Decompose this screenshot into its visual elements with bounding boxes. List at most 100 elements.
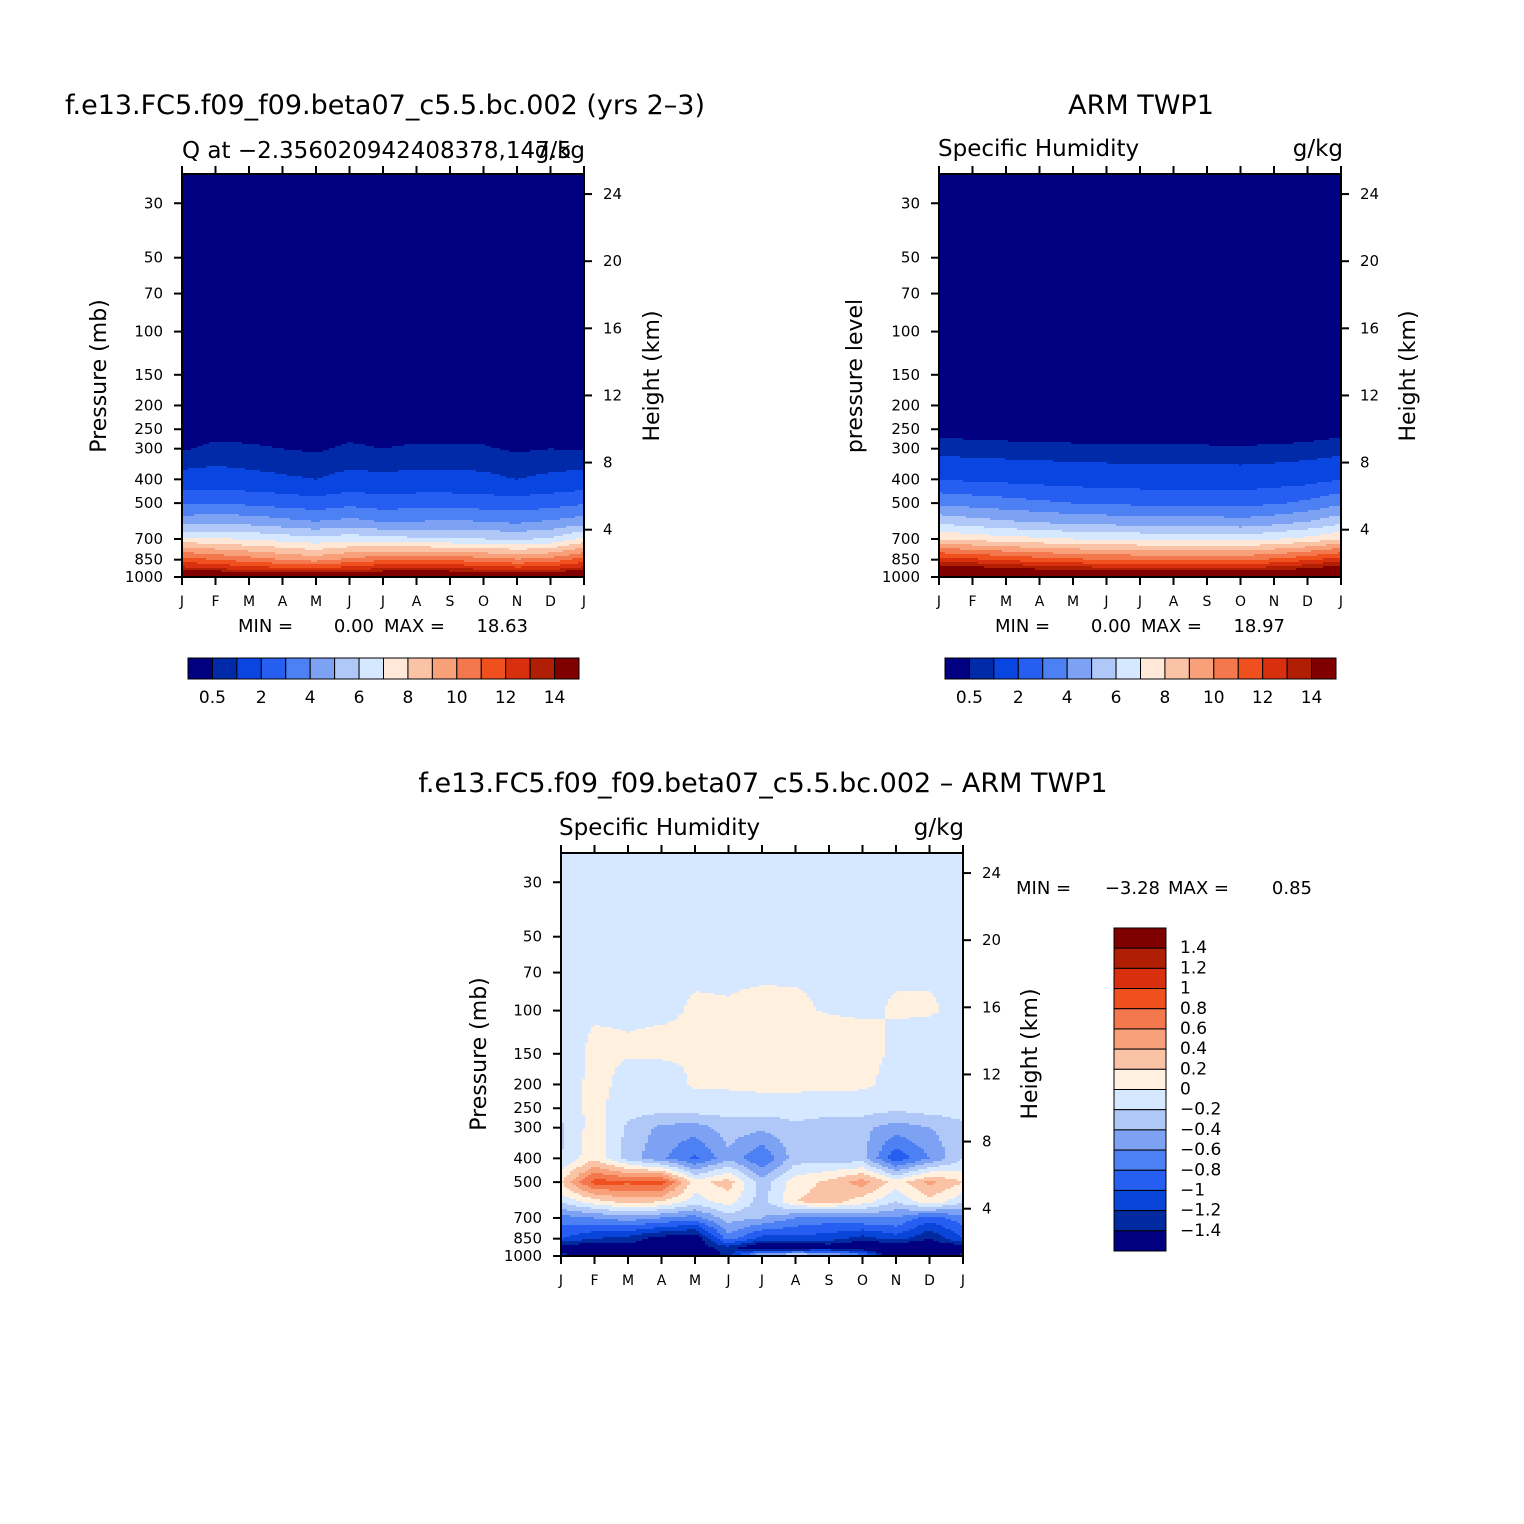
contour-cell xyxy=(858,1089,963,1092)
contour-cell xyxy=(885,1037,963,1040)
contour-cell xyxy=(561,1035,589,1038)
contour-cell xyxy=(1281,486,1341,489)
contour-cell xyxy=(585,1069,616,1072)
contour-cell xyxy=(930,991,963,994)
contour-cell xyxy=(939,530,1063,533)
contour-cell xyxy=(939,372,1341,375)
contour-cell xyxy=(939,294,1341,297)
contour-cell xyxy=(485,444,584,447)
contour-cell xyxy=(560,506,584,509)
contour-cell xyxy=(750,1151,772,1154)
contour-cell xyxy=(615,1069,685,1072)
contour-cell xyxy=(846,1175,871,1178)
contour-cell xyxy=(561,945,963,948)
contour-cell xyxy=(939,188,1341,191)
contour-cell xyxy=(182,328,584,331)
contour-cell xyxy=(807,1173,859,1176)
panel-obs-y-axis-title: pressure level xyxy=(843,299,868,453)
contour-cell xyxy=(582,1183,595,1186)
contour-cell xyxy=(768,1149,787,1152)
contour-cell xyxy=(182,310,584,313)
contour-cell xyxy=(726,995,730,998)
contour-cell xyxy=(398,470,477,473)
contour-cell xyxy=(561,1221,670,1224)
contour-cell xyxy=(323,476,507,479)
contour-cell xyxy=(819,1117,952,1120)
colorbar-box xyxy=(407,657,433,680)
contour-cell xyxy=(669,1185,679,1188)
contour-cell xyxy=(747,1239,835,1242)
contour-cell xyxy=(606,1099,963,1102)
contour-cell xyxy=(741,1195,757,1198)
contour-cell xyxy=(810,1191,874,1194)
contour-cell xyxy=(630,1119,790,1122)
contour-cell xyxy=(870,1131,937,1134)
contour-cell xyxy=(690,1183,715,1186)
contour-cell xyxy=(939,404,1341,407)
contour-cell xyxy=(939,574,1341,577)
contour-cell xyxy=(720,1225,751,1228)
contour-cell xyxy=(939,238,1341,241)
contour-cell xyxy=(687,1003,814,1006)
contour-cell xyxy=(990,554,1132,557)
contour-cell xyxy=(182,534,291,537)
x-tick-label: J xyxy=(581,594,586,610)
contour-cell xyxy=(341,518,360,521)
contour-cell xyxy=(182,452,584,455)
contour-cell xyxy=(570,1173,580,1176)
panel-model-colorbar: 0.5 2 4 6 8 10 12 14 xyxy=(187,657,580,708)
contour-cell xyxy=(182,558,207,561)
contour-cell xyxy=(888,999,937,1002)
contour-cell xyxy=(783,1207,868,1210)
contour-cell xyxy=(939,346,1341,349)
contour-cell xyxy=(182,174,584,177)
contour-cell xyxy=(915,1165,940,1168)
contour-cell xyxy=(182,444,204,447)
contour-cell xyxy=(978,558,1084,561)
contour-cell xyxy=(939,414,1341,417)
contour-cell xyxy=(687,1179,724,1182)
contour-cell xyxy=(723,1211,736,1214)
contour-cell xyxy=(606,1141,622,1144)
contour-cell xyxy=(864,1161,874,1164)
contour-cell xyxy=(702,1211,724,1214)
contour-cell xyxy=(509,522,522,525)
contour-cell xyxy=(561,939,963,942)
contour-cell xyxy=(894,1135,901,1138)
y-tick-label: 100 xyxy=(513,1002,542,1020)
contour-cell xyxy=(561,1199,577,1202)
contour-cell xyxy=(687,1215,697,1218)
contour-cell xyxy=(885,1027,963,1030)
contour-cell xyxy=(648,1237,703,1240)
contour-cell xyxy=(735,1141,781,1144)
contour-cell xyxy=(182,426,584,429)
y-tick-label: 850 xyxy=(134,551,163,569)
y-tick-label: 250 xyxy=(891,420,920,438)
contour-cell xyxy=(648,1169,673,1172)
contour-cell xyxy=(561,1103,583,1106)
colorbar-box xyxy=(529,657,556,680)
contour-cell xyxy=(768,1195,784,1198)
contour-cell xyxy=(939,234,1341,237)
contour-cell xyxy=(506,476,528,479)
contour-cell xyxy=(317,478,516,481)
contour-cell xyxy=(705,1143,727,1146)
panel-model-max-value: 18.63 xyxy=(476,616,528,637)
contour-cell xyxy=(939,484,1045,487)
contour-cell xyxy=(182,224,584,227)
contour-cell xyxy=(251,556,366,559)
contour-cell xyxy=(561,929,963,932)
contour-cell xyxy=(182,556,252,559)
contour-cell xyxy=(182,450,303,453)
contour-cell xyxy=(861,1229,865,1232)
contour-cell xyxy=(182,220,584,223)
contour-cell xyxy=(182,486,584,489)
contour-cell xyxy=(182,364,584,367)
contour-cell xyxy=(891,1163,907,1166)
contour-cell xyxy=(783,1163,802,1166)
contour-cell xyxy=(747,1175,760,1178)
contour-cell xyxy=(182,252,584,255)
contour-cell xyxy=(939,442,1072,445)
contour-cell xyxy=(768,1191,784,1194)
contour-cell xyxy=(561,983,963,986)
